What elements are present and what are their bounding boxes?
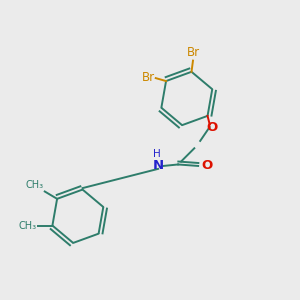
Text: N: N (152, 159, 164, 172)
Text: CH₃: CH₃ (19, 220, 37, 230)
Text: Br: Br (142, 71, 155, 84)
Text: O: O (201, 159, 212, 172)
Text: O: O (206, 121, 218, 134)
Text: CH₃: CH₃ (25, 180, 43, 190)
Text: H: H (153, 149, 160, 160)
Text: Br: Br (187, 46, 200, 59)
